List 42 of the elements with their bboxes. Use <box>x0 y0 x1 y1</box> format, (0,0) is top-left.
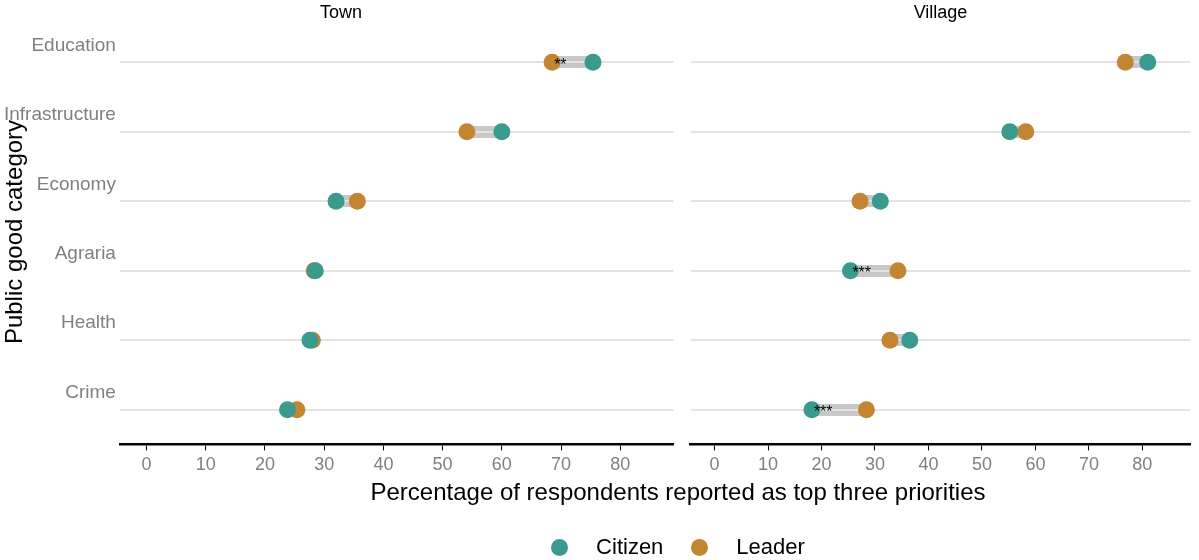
point <box>871 192 889 210</box>
y-tick-label: Education <box>31 33 116 55</box>
x-tick-label: 0 <box>709 454 720 475</box>
x-tick-label: 70 <box>550 454 572 475</box>
x-tick-label: 0 <box>141 454 152 475</box>
point <box>584 53 602 71</box>
y-tick-label: Agraria <box>54 241 117 263</box>
x-tick-label: 30 <box>864 454 886 475</box>
point <box>901 331 919 349</box>
x-tick-label: 10 <box>758 454 779 475</box>
chart-title: Town <box>319 1 363 22</box>
y-tick-label: Crime <box>65 380 116 402</box>
x-tick-label: 50 <box>432 454 453 475</box>
point <box>1116 53 1134 71</box>
x-tick-label: 60 <box>491 454 512 475</box>
x-axis-title: Percentage of respondents reported as top three priorities <box>369 478 987 506</box>
x-tick-label: 10 <box>195 454 216 475</box>
chart-title: Village <box>913 1 968 22</box>
x-tick-label: 60 <box>1025 454 1046 475</box>
point <box>851 192 869 210</box>
legend-label: Citizen <box>596 534 664 560</box>
x-tick-label: 80 <box>610 454 631 475</box>
point <box>278 401 296 419</box>
point <box>327 192 345 210</box>
point <box>1139 53 1157 71</box>
x-tick-label: 20 <box>254 454 275 475</box>
point <box>889 262 907 280</box>
legend-label: Leader <box>736 534 805 560</box>
x-tick-label: 70 <box>1078 454 1099 475</box>
x-tick-label: 50 <box>971 454 992 475</box>
x-tick-label: 20 <box>811 454 832 475</box>
x-tick-label: 80 <box>1132 454 1153 475</box>
x-tick-label: 30 <box>314 454 335 475</box>
point <box>493 123 511 141</box>
y-tick-label: Health <box>61 311 116 333</box>
point <box>857 401 875 419</box>
point <box>458 123 476 141</box>
x-tick-label: 40 <box>918 454 939 475</box>
y-tick-label: Economy <box>36 172 117 194</box>
point <box>881 331 899 349</box>
x-tick-label: 40 <box>373 454 394 475</box>
point <box>348 192 366 210</box>
